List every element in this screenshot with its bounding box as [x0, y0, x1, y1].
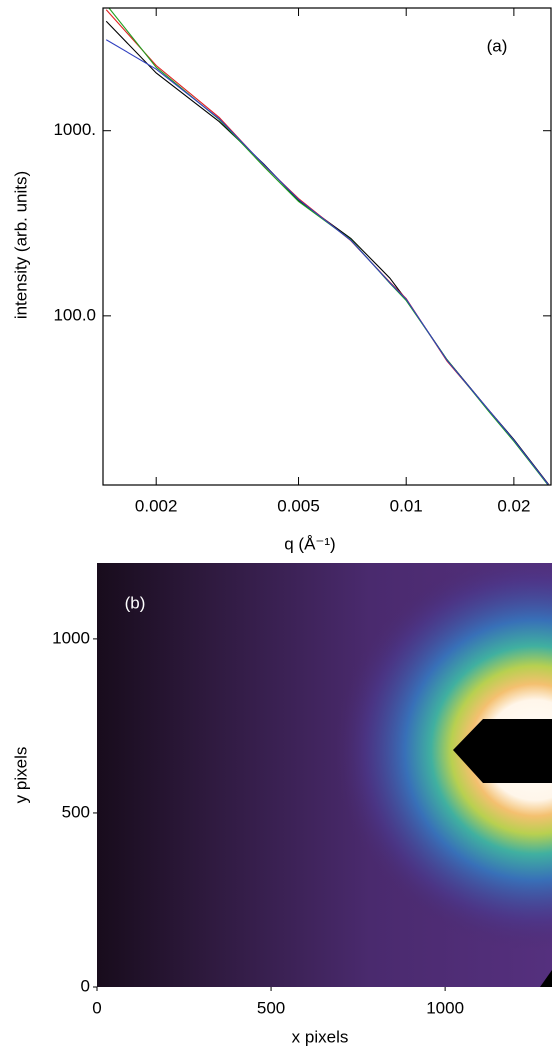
- x-tick-label: 1000: [426, 998, 464, 1017]
- y-axis-label: intensity (arb. units): [11, 171, 30, 319]
- panel-label: (a): [487, 36, 508, 55]
- x-tick-label: 0.005: [277, 496, 320, 515]
- y-tick-label: 1000.: [53, 120, 96, 139]
- x-tick-label: 0.01: [390, 496, 423, 515]
- y-tick-label: 1000: [52, 628, 90, 647]
- ticks: 0 500 1000 0 500 1000: [52, 628, 464, 1017]
- x-tick-label: 500: [257, 998, 285, 1017]
- y-axis-label: y pixels: [11, 747, 30, 804]
- beamstop: [453, 719, 552, 783]
- panel-b: 0 500 1000 0 500 1000 (b) x pixels y pixels: [11, 563, 552, 1046]
- x-tick-label: 0.02: [497, 496, 530, 515]
- panel-label: (b): [125, 593, 146, 612]
- y-tick-label: 0: [81, 976, 90, 995]
- x-axis-label: q (Å⁻¹): [284, 534, 335, 553]
- plot-frame: [102, 7, 552, 486]
- x-axis-label: x pixels: [292, 1027, 349, 1046]
- plot-area: [105, 8, 549, 485]
- x-tick-label: 0.002: [135, 496, 178, 515]
- x-tick-label: 0: [92, 998, 101, 1017]
- data-line: [105, 20, 549, 485]
- panel-a: (a) q (Å⁻¹) intensity (arb. units) 0.002…: [11, 7, 552, 553]
- detector-image: [97, 563, 552, 987]
- y-tick-label: 100.0: [53, 305, 96, 324]
- detector-edge: [540, 970, 552, 987]
- data-line: [105, 39, 549, 485]
- y-tick-label: 500: [62, 802, 90, 821]
- data-line: [108, 8, 549, 485]
